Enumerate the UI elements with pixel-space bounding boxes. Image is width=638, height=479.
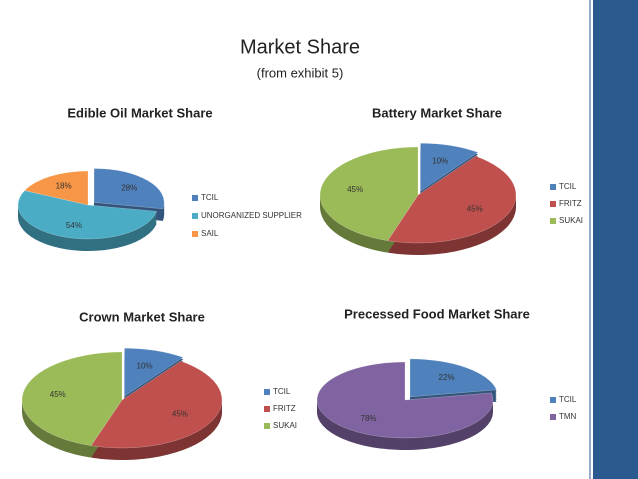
- legend-swatch: [550, 218, 556, 224]
- legend-label: TMN: [559, 412, 577, 421]
- value-label: 45%: [50, 390, 66, 399]
- value-label: 54%: [66, 221, 82, 230]
- legend-swatch: [264, 406, 270, 412]
- slide-title: Market Share: [240, 36, 360, 58]
- legend-label: SUKAI: [273, 421, 297, 430]
- legend-swatch: [550, 184, 556, 190]
- legend-label: TCIL: [273, 387, 291, 396]
- chart-title: Edible Oil Market Share: [67, 105, 212, 120]
- legend-label: FRITZ: [559, 199, 582, 208]
- legend-label: FRITZ: [273, 404, 296, 413]
- value-label: 10%: [432, 157, 448, 166]
- legend-label: TCIL: [559, 182, 577, 191]
- chart-title: Crown Market Share: [79, 309, 205, 324]
- slice: [319, 146, 419, 241]
- slice: [24, 170, 89, 206]
- slice: [420, 142, 479, 192]
- side-band: [593, 0, 638, 479]
- chart-title: Precessed Food Market Share: [344, 306, 530, 321]
- legend-label: SUKAI: [559, 216, 583, 225]
- slice: [90, 360, 223, 449]
- legend-swatch: [192, 195, 198, 201]
- legend-swatch: [192, 231, 198, 237]
- legend-label: UNORGANIZED SUPPLIER: [201, 211, 302, 220]
- value-label: 45%: [347, 185, 363, 194]
- value-label: 10%: [137, 362, 153, 371]
- value-label: 45%: [172, 409, 188, 418]
- legend-label: TCIL: [559, 395, 577, 404]
- value-label: 45%: [467, 204, 483, 213]
- value-label: 28%: [121, 183, 137, 192]
- legend-swatch: [550, 397, 556, 403]
- legend-swatch: [550, 201, 556, 207]
- legend-label: SAIL: [201, 229, 219, 238]
- slice: [124, 347, 184, 397]
- slice: [17, 190, 158, 240]
- legend-swatch: [264, 423, 270, 429]
- slice: [387, 155, 517, 244]
- legend-swatch: [550, 414, 556, 420]
- slice: [21, 351, 123, 446]
- value-label: 22%: [439, 373, 455, 382]
- slice: [409, 358, 497, 398]
- value-label: 78%: [361, 414, 377, 423]
- legend-swatch: [264, 389, 270, 395]
- chart-title: Battery Market Share: [372, 105, 502, 120]
- slice: [93, 168, 165, 210]
- legend-label: TCIL: [201, 193, 219, 202]
- slide-subtitle: (from exhibit 5): [257, 65, 344, 80]
- legend-swatch: [192, 213, 198, 219]
- value-label: 18%: [56, 181, 72, 190]
- slice: [316, 361, 494, 439]
